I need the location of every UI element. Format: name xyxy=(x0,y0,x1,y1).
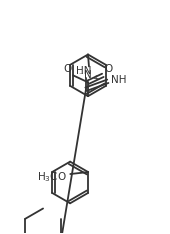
Text: O: O xyxy=(64,64,72,74)
Text: H$_3$CO: H$_3$CO xyxy=(37,170,66,184)
Text: O: O xyxy=(105,64,113,74)
Text: +: + xyxy=(92,74,98,83)
Text: HN: HN xyxy=(76,66,92,76)
Text: ⁻: ⁻ xyxy=(78,70,82,79)
Text: NH: NH xyxy=(111,75,126,85)
Text: N: N xyxy=(84,70,92,80)
